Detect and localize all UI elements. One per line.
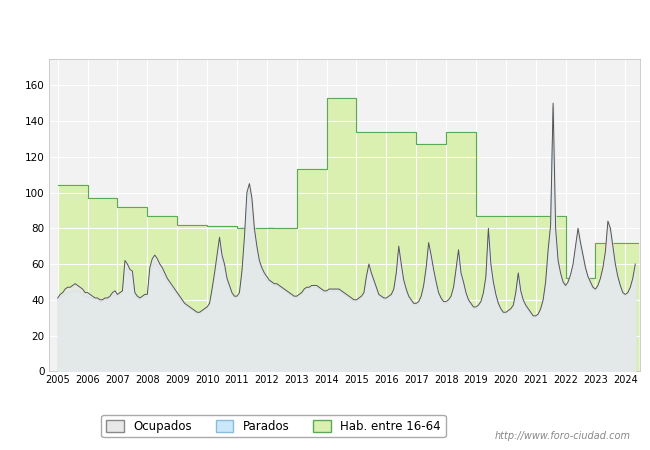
Text: http://www.foro-ciudad.com: http://www.foro-ciudad.com [495, 431, 630, 441]
Legend: Ocupados, Parados, Hab. entre 16-64: Ocupados, Parados, Hab. entre 16-64 [101, 415, 446, 437]
Text: Acered - Evolucion de la poblacion en edad de Trabajar Mayo de 2024: Acered - Evolucion de la poblacion en ed… [92, 17, 558, 30]
Text: FORO-CIUDAD.COM: FORO-CIUDAD.COM [193, 226, 496, 254]
